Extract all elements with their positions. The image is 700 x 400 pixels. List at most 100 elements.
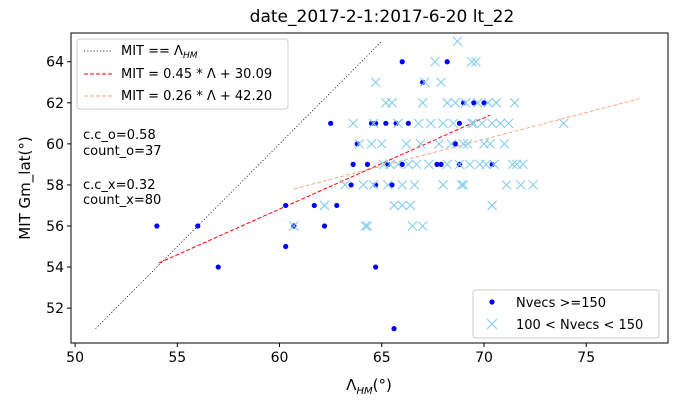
point-series-0: [364, 161, 371, 167]
legend-identity-label: MIT == ΛHM: [121, 44, 198, 61]
point-series-1: [466, 56, 477, 67]
point-series-1: [466, 118, 477, 129]
point-series-1: [417, 221, 428, 231]
point-series-1: [499, 138, 510, 149]
data-points: [154, 36, 569, 332]
fit-line-1: [158, 114, 491, 264]
point-series-1: [368, 180, 379, 190]
point-series-1: [434, 138, 444, 149]
point-series-1: [393, 159, 404, 170]
point-series-1: [495, 118, 506, 129]
point-series-1: [397, 180, 408, 190]
point-series-0: [456, 120, 463, 126]
point-series-1: [485, 138, 496, 149]
point-series-1: [464, 159, 475, 170]
point-series-1: [458, 180, 469, 190]
y-tick-label: 58: [46, 178, 64, 194]
point-series-0: [350, 161, 356, 167]
point-series-1: [385, 159, 395, 170]
y-tick-label: 64: [46, 55, 64, 71]
x-tick-label: 70: [475, 350, 493, 366]
point-series-0: [334, 202, 340, 209]
annotation-cc-x: c.c_x=0.32: [83, 178, 155, 193]
point-series-1: [515, 180, 526, 190]
y-axis: 52 54 56 58 60 62 64: [46, 55, 71, 317]
legend-lines: MIT == ΛHM MIT = 0.45 * Λ + 30.09 MIT = …: [76, 38, 289, 110]
point-series-1: [452, 36, 463, 47]
point-series-0: [438, 161, 444, 167]
point-series-1: [389, 200, 399, 211]
point-series-1: [409, 180, 420, 190]
point-series-1: [448, 118, 459, 129]
point-series-1: [468, 118, 479, 129]
point-series-1: [393, 118, 404, 129]
legend-dot-marker: [489, 299, 495, 305]
point-series-0: [399, 161, 405, 167]
legend-series-o-label: Nvecs >=150: [516, 296, 606, 311]
point-series-1: [319, 200, 330, 211]
point-series-1: [489, 159, 500, 170]
point-series-0: [434, 161, 440, 167]
point-series-0: [215, 264, 221, 270]
point-series-1: [507, 159, 518, 170]
point-series-0: [311, 202, 317, 209]
point-series-1: [411, 159, 422, 170]
point-series-1: [370, 77, 381, 88]
point-series-1: [446, 138, 457, 149]
point-series-1: [368, 118, 379, 129]
point-series-1: [470, 56, 481, 67]
point-series-1: [415, 138, 426, 149]
point-series-1: [517, 159, 528, 170]
fit-line-2: [293, 98, 640, 190]
point-series-1: [503, 118, 514, 129]
y-tick-label: 54: [46, 260, 64, 276]
point-series-1: [430, 56, 440, 67]
point-series-0: [399, 59, 405, 65]
y-tick-label: 52: [46, 301, 64, 317]
point-series-0: [283, 243, 289, 250]
point-series-1: [419, 77, 430, 88]
x-axis: 50 55 60 65 70 75: [66, 343, 595, 366]
y-tick-label: 56: [46, 219, 64, 235]
point-series-0: [481, 100, 487, 106]
point-series-1: [407, 221, 418, 231]
legend-x-marker: [486, 318, 498, 330]
legend-fit-o-label: MIT = 0.45 * Λ + 30.09: [121, 67, 272, 82]
point-series-1: [460, 97, 471, 108]
point-series-1: [462, 138, 473, 149]
point-series-1: [376, 138, 387, 149]
point-series-1: [558, 118, 569, 129]
point-series-1: [454, 159, 465, 170]
point-series-1: [354, 138, 365, 149]
point-series-1: [436, 77, 446, 88]
x-axis-label: ΛHM(°): [346, 376, 392, 397]
point-series-0: [283, 202, 289, 209]
point-series-1: [438, 180, 448, 190]
legend-series-box: [472, 289, 660, 339]
legend-series: Nvecs >=150 100 < Nvecs < 150: [472, 289, 660, 339]
point-series-1: [481, 159, 491, 170]
x-tick-label: 65: [373, 350, 391, 366]
point-series-0: [348, 182, 354, 188]
fit-line-0: [95, 40, 383, 329]
point-series-1: [442, 159, 453, 170]
point-series-0: [373, 264, 379, 270]
point-series-1: [423, 159, 434, 170]
point-series-1: [509, 97, 520, 108]
point-series-1: [487, 118, 498, 129]
point-series-1: [491, 97, 502, 108]
point-series-1: [348, 118, 359, 129]
point-series-1: [380, 97, 391, 108]
point-series-1: [456, 180, 467, 190]
legend-series-x-label: 100 < Nvecs < 150: [516, 318, 643, 333]
point-series-0: [328, 120, 334, 126]
point-series-1: [405, 200, 416, 211]
point-series-1: [472, 97, 483, 108]
x-tick-label: 75: [577, 350, 595, 366]
y-tick-label: 62: [46, 96, 64, 112]
point-series-1: [397, 200, 408, 211]
point-series-0: [321, 223, 328, 229]
point-series-1: [340, 180, 350, 190]
point-series-1: [483, 97, 493, 108]
stats-annotations: c.c_o=0.58 count_o=37 c.c_x=0.32 count_x…: [83, 128, 162, 208]
